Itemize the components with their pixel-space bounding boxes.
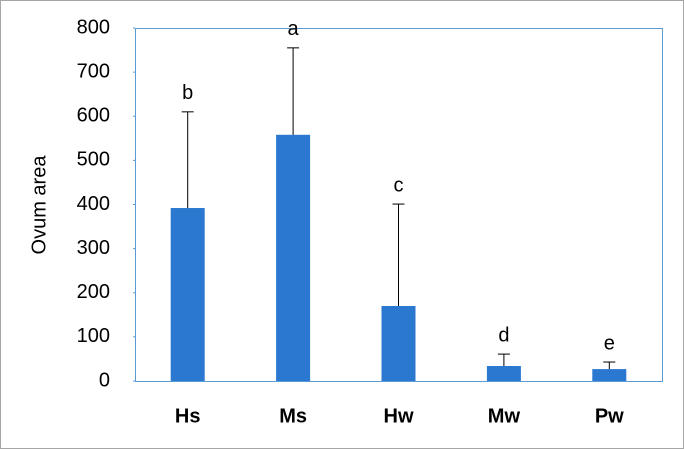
bar [276, 134, 311, 381]
bar [170, 208, 205, 381]
annotation: c [394, 174, 404, 196]
y-tick-label: 800 [77, 16, 110, 38]
bar [486, 365, 521, 381]
bar [381, 305, 416, 381]
x-tick-label: Hw [384, 405, 414, 427]
y-tick-label: 400 [77, 193, 110, 215]
y-tick-label: 700 [77, 60, 110, 82]
y-tick-label: 500 [77, 149, 110, 171]
y-tick-label: 200 [77, 281, 110, 303]
annotation: b [182, 82, 193, 104]
plot-area [135, 28, 663, 382]
x-tick-label: Pw [595, 405, 624, 427]
x-tick-label: Mw [488, 405, 521, 427]
x-tick-label: Hs [175, 405, 201, 427]
y-tick-label: 600 [77, 105, 110, 127]
bar [592, 369, 627, 381]
x-tick-label: Ms [279, 405, 307, 427]
y-tick-label: 0 [99, 369, 110, 391]
annotation: d [498, 324, 509, 346]
y-tick-label: 300 [77, 237, 110, 259]
y-axis-label: Ovum area [28, 155, 50, 255]
y-tick-label: 100 [77, 325, 110, 347]
annotation: e [604, 332, 615, 354]
annotation: a [288, 18, 300, 40]
